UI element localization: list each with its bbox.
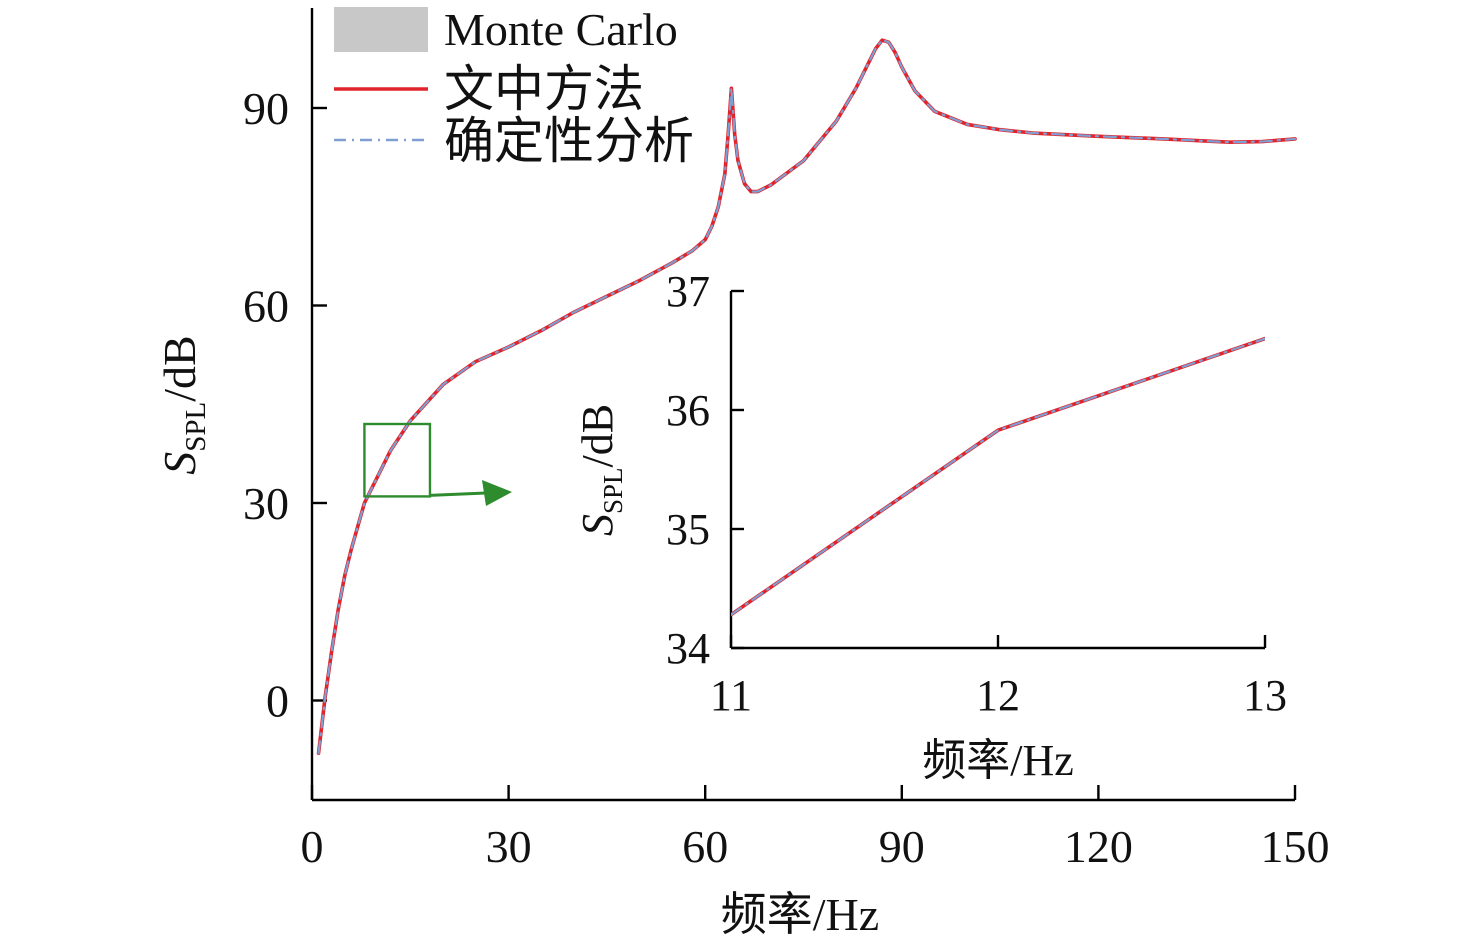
svg-text:频率/Hz: 频率/Hz [721,889,879,940]
y-tick-label: 90 [243,83,289,134]
y-tick-label: 0 [266,676,289,727]
zoom-arrow-head [482,480,512,506]
svg-text:SSPL/dB: SSPL/dB [154,335,212,474]
series-line-deterministic-inset [731,337,1265,616]
y-axis-title: SSPL/dB [573,404,628,536]
y-tick-label: 60 [243,281,289,332]
y-axis-title-symbol: S [573,514,622,536]
inset-y-tick-label: 36 [666,386,710,435]
inset-x-tick-label: 12 [976,671,1020,720]
zoom-box [363,422,432,498]
y-axis-title: SSPL/dB [154,335,212,474]
x-tick-label: 120 [1064,821,1133,872]
y-axis-title-unit: /dB [573,404,622,468]
x-axis-title-name: 频率 [922,736,1010,785]
inset-y-tick-label: 35 [666,505,710,554]
x-tick-label: 0 [301,821,324,872]
series-line-method-inset [731,336,1265,617]
inset-x-tick-label: 11 [710,671,752,720]
legend-label-method: 文中方法 [444,61,644,117]
x-axis-title: 频率/Hz [922,736,1074,785]
y-axis-title-unit: /dB [154,335,205,401]
inset-y-tick-label: 34 [666,624,710,673]
y-tick-label: 30 [243,478,289,529]
x-axis-title-unit: /Hz [1010,736,1074,785]
legend-label-deterministic: 确定性分析 [444,113,694,169]
svg-text:频率/Hz: 频率/Hz [922,736,1074,785]
legend-label-monte-carlo: Monte Carlo [444,4,678,55]
svg-text:SSPL/dB: SSPL/dB [573,404,628,536]
x-axis-title-unit: /Hz [813,889,879,940]
inset-y-tick-label: 37 [666,267,710,316]
series-line-deterministic [317,39,1297,755]
zoom-arrow-line [429,491,487,497]
inset-x-tick-label: 13 [1243,671,1287,720]
y-axis-title-symbol: S [154,452,205,475]
x-tick-label: 60 [682,821,728,872]
y-axis-title-subscript: SPL [180,402,212,452]
x-tick-label: 90 [879,821,925,872]
x-tick-label: 30 [486,821,532,872]
legend-swatch-monte-carlo [334,7,428,52]
x-axis-title-name: 频率 [721,889,813,940]
x-axis-title: 频率/Hz [721,889,879,940]
x-tick-label: 150 [1261,821,1330,872]
y-axis-title-subscript: SPL [598,468,628,515]
